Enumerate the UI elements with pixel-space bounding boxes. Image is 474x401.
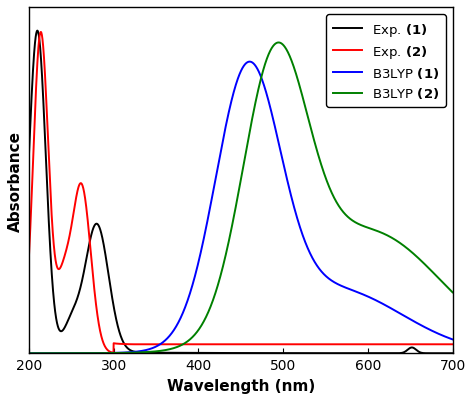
Exp. $\mathbf{(1)}$ — [189, 350, 194, 355]
Legend: Exp. $\mathbf{(1)}$, Exp. $\mathbf{(2)}$, B3LYP $\mathbf{(1)}$, B3LYP $\mathbf{(: Exp. $\mathbf{(1)}$, Exp. $\mathbf{(2)}$… — [326, 15, 446, 108]
B3LYP $\mathbf{(1)}$ — [441, 334, 447, 339]
Exp. $\mathbf{(1)}$ — [450, 351, 456, 356]
Exp. $\mathbf{(2)}$ — [74, 190, 80, 194]
Exp. $\mathbf{(1)}$ — [26, 155, 32, 160]
Exp. $\mathbf{(2)}$ — [396, 342, 401, 347]
B3LYP $\mathbf{(1)}$ — [450, 337, 456, 342]
Exp. $\mathbf{(1)}$ — [35, 29, 40, 34]
B3LYP $\mathbf{(2)}$ — [207, 306, 212, 311]
B3LYP $\mathbf{(1)}$ — [74, 351, 80, 356]
B3LYP $\mathbf{(2)}$ — [450, 290, 456, 295]
Exp. $\mathbf{(2)}$ — [110, 350, 116, 355]
Exp. $\mathbf{(2)}$ — [100, 338, 105, 343]
Exp. $\mathbf{(2)}$ — [450, 342, 456, 347]
B3LYP $\mathbf{(2)}$ — [276, 41, 282, 46]
Exp. $\mathbf{(1)}$ — [207, 350, 213, 355]
B3LYP $\mathbf{(1)}$ — [189, 287, 194, 292]
Exp. $\mathbf{(2)}$ — [26, 256, 32, 261]
B3LYP $\mathbf{(1)}$ — [247, 60, 253, 65]
B3LYP $\mathbf{(1)}$ — [100, 351, 105, 356]
X-axis label: Wavelength (nm): Wavelength (nm) — [166, 378, 315, 393]
Exp. $\mathbf{(1)}$ — [74, 296, 80, 301]
Line: B3LYP $\mathbf{(1)}$: B3LYP $\mathbf{(1)}$ — [29, 63, 453, 353]
B3LYP $\mathbf{(1)}$ — [26, 351, 32, 356]
B3LYP $\mathbf{(2)}$ — [441, 282, 447, 287]
B3LYP $\mathbf{(1)}$ — [207, 207, 212, 212]
B3LYP $\mathbf{(2)}$ — [100, 351, 105, 356]
B3LYP $\mathbf{(2)}$ — [74, 351, 80, 356]
Line: B3LYP $\mathbf{(2)}$: B3LYP $\mathbf{(2)}$ — [29, 43, 453, 353]
Exp. $\mathbf{(2)}$ — [38, 30, 44, 35]
Y-axis label: Absorbance: Absorbance — [9, 130, 23, 231]
Line: Exp. $\mathbf{(1)}$: Exp. $\mathbf{(1)}$ — [29, 32, 453, 353]
B3LYP $\mathbf{(1)}$ — [396, 310, 401, 315]
Exp. $\mathbf{(2)}$ — [207, 342, 213, 347]
Exp. $\mathbf{(1)}$ — [396, 351, 401, 356]
Line: Exp. $\mathbf{(2)}$: Exp. $\mathbf{(2)}$ — [29, 33, 453, 353]
B3LYP $\mathbf{(2)}$ — [26, 351, 32, 356]
Exp. $\mathbf{(1)}$ — [100, 237, 105, 241]
B3LYP $\mathbf{(2)}$ — [396, 240, 401, 245]
Exp. $\mathbf{(2)}$ — [442, 342, 447, 347]
Exp. $\mathbf{(2)}$ — [189, 342, 194, 347]
Exp. $\mathbf{(1)}$ — [441, 351, 447, 356]
B3LYP $\mathbf{(2)}$ — [189, 336, 194, 341]
